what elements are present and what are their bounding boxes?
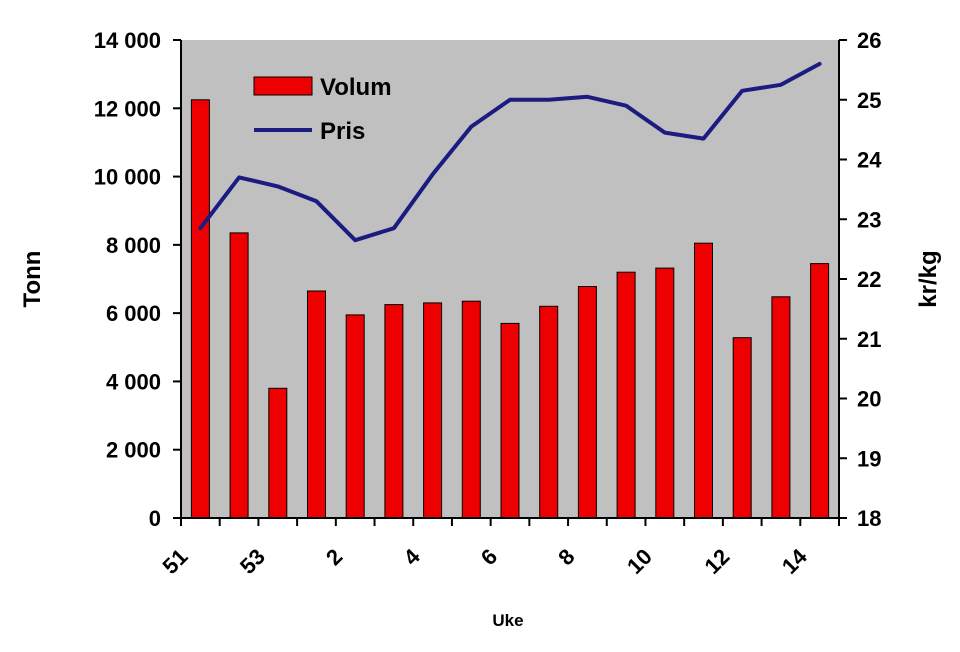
x-tick-label: 6 xyxy=(476,544,502,570)
legend-swatch-volum xyxy=(253,76,313,96)
y-tick-label: 2 000 xyxy=(106,438,161,463)
x-axis-title: Uke xyxy=(492,611,523,630)
x-tick-label: 4 xyxy=(398,543,425,570)
y2-tick-label: 24 xyxy=(857,148,882,173)
bar-12 xyxy=(732,337,752,519)
bar-3 xyxy=(384,304,404,519)
legend-label-pris: Pris xyxy=(320,118,365,145)
x-tick-label: 12 xyxy=(699,544,734,579)
legend: Volum Pris xyxy=(253,74,392,145)
y2-tick-label: 26 xyxy=(857,28,881,53)
y-axis-title: Tonn xyxy=(19,251,46,308)
legend-label-volum: Volum xyxy=(320,74,392,101)
y2-tick-label: 18 xyxy=(857,506,881,531)
bar-52 xyxy=(229,232,249,519)
bar-1 xyxy=(307,290,326,519)
y-tick-label: 10 000 xyxy=(94,165,161,190)
y-tick-label: 0 xyxy=(149,506,161,531)
bar-14 xyxy=(810,263,830,519)
x-tick-label: 51 xyxy=(158,544,193,579)
bar-6 xyxy=(500,322,520,519)
bar-7 xyxy=(539,305,559,519)
bars xyxy=(190,99,830,519)
y2-tick-label: 19 xyxy=(857,446,881,471)
bar-9 xyxy=(616,271,636,519)
x-tick-label: 10 xyxy=(622,544,657,579)
bar-53 xyxy=(268,387,288,519)
bar-11 xyxy=(694,242,713,519)
y-tick-label: 8 000 xyxy=(106,233,161,258)
bar-51 xyxy=(190,99,210,519)
x-tick-label: 53 xyxy=(235,544,270,579)
bar-10 xyxy=(655,267,675,519)
y-tick-label: 14 000 xyxy=(94,28,161,53)
bar-5 xyxy=(461,300,481,519)
y-tick-label: 12 000 xyxy=(94,96,161,121)
series-line-pris xyxy=(198,61,822,243)
x-tick-label: 8 xyxy=(553,544,579,570)
bar-2 xyxy=(345,314,365,519)
y2-tick-label: 21 xyxy=(857,327,881,352)
x-tick-label: 14 xyxy=(777,543,813,579)
x-tick-label: 2 xyxy=(321,544,347,570)
y2-tick-label: 20 xyxy=(857,387,881,412)
bar-4 xyxy=(423,302,443,519)
y2-tick-label: 22 xyxy=(857,267,881,292)
bar-8 xyxy=(577,286,597,519)
y2-axis-title: kr/kg xyxy=(915,250,942,307)
y2-tick-label: 23 xyxy=(857,207,881,232)
y-tick-label: 4 000 xyxy=(106,369,161,394)
bar-13 xyxy=(771,296,791,519)
y-tick-label: 6 000 xyxy=(106,301,161,326)
axes xyxy=(173,39,847,526)
y2-tick-label: 25 xyxy=(857,88,881,113)
